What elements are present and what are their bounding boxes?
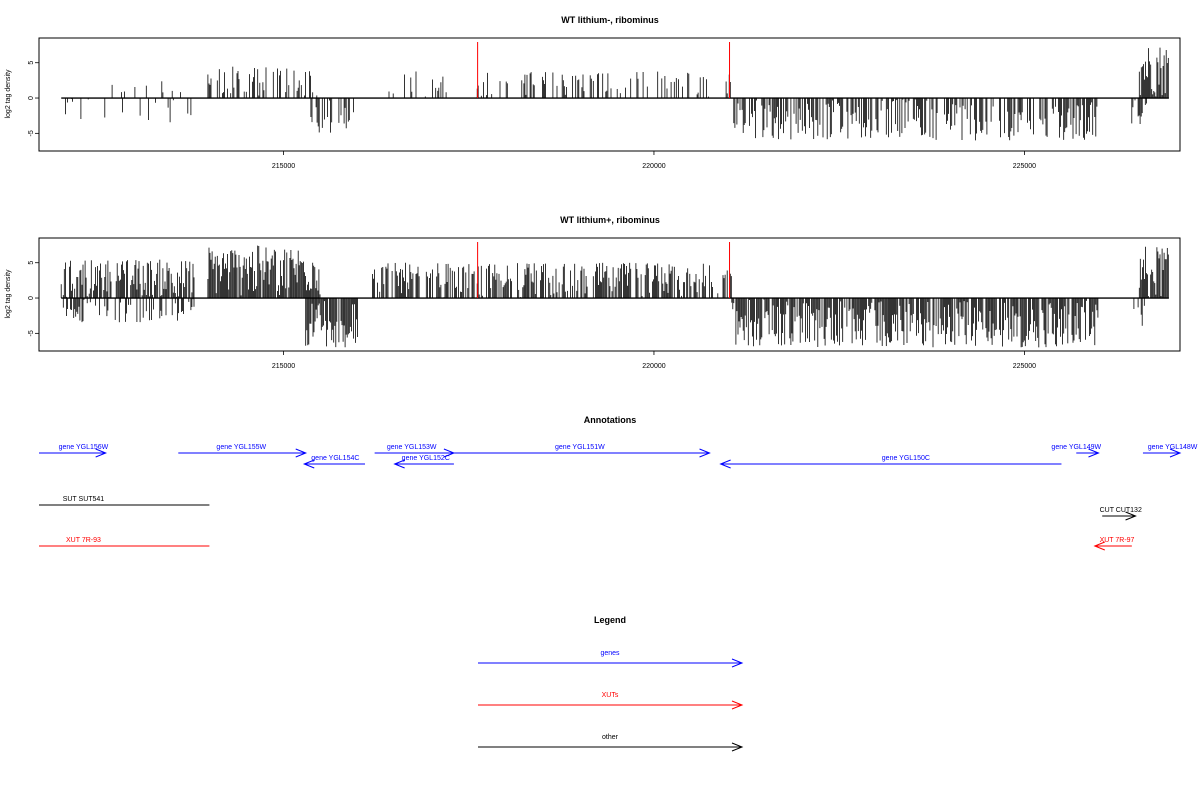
- arrowhead-right-icon: [95, 448, 108, 458]
- plot-frame: [38, 237, 1181, 352]
- feature-label: gene YGL154C: [311, 455, 359, 462]
- signal-bars: [61, 42, 1169, 141]
- arrowhead-right-icon: [731, 658, 744, 668]
- annotations-title: Annotations: [584, 415, 637, 425]
- y-tick-label: 0: [28, 96, 35, 100]
- feature-gene: gene YGL148W: [1142, 444, 1198, 458]
- feature-other: SUT SUT541: [39, 496, 210, 506]
- feature-other: CUT CUT132: [1100, 507, 1142, 521]
- feature-label: gene YGL155W: [216, 444, 266, 451]
- legend-item-other: other: [478, 734, 744, 752]
- legend-title: Legend: [594, 615, 626, 625]
- panel-title: WT lithium+, ribominus: [560, 215, 660, 225]
- arrowhead-left-icon: [393, 459, 405, 469]
- arrowhead-right-icon: [699, 448, 711, 458]
- arrowhead-right-icon: [1088, 448, 1100, 458]
- feature-gene: gene YGL154C: [302, 455, 365, 469]
- track-panel-lithium-plus: WT lithium+, ribominus log2 tag density …: [5, 215, 1181, 370]
- arrowhead-right-icon: [731, 700, 744, 710]
- feature-gene: gene YGL152C: [393, 455, 454, 469]
- axes: -5 0 5 215000 220000 225000: [28, 61, 1036, 170]
- feature-xut: XUT 7R-97: [1093, 537, 1135, 551]
- axes: -5 0 5 215000 220000 225000: [28, 261, 1036, 370]
- feature-label: gene YGL148W: [1148, 444, 1198, 451]
- feature-gene: gene YGL151W: [453, 444, 711, 458]
- feature-label: gene YGL156W: [59, 444, 109, 451]
- feature-label: XUT 7R-93: [66, 537, 101, 544]
- y-tick-label: -5: [28, 330, 35, 336]
- feature-label: gene YGL150C: [882, 455, 930, 462]
- arrowhead-right-icon: [731, 742, 744, 752]
- y-axis-label: log2 tag density: [5, 69, 12, 119]
- feature-label: SUT SUT541: [63, 496, 105, 503]
- legend-items: genes XUTs other: [478, 650, 744, 752]
- feature-gene: gene YGL150C: [719, 455, 1062, 469]
- arrowhead-left-icon: [1093, 541, 1105, 551]
- plot-frame: [38, 37, 1181, 152]
- x-tick-label: 215000: [272, 163, 295, 170]
- feature-list: gene YGL156W gene YGL155W gene YGL154C gene…: [39, 444, 1198, 551]
- signal-bars: [60, 242, 1169, 348]
- feature-label: gene YGL151W: [555, 444, 605, 451]
- y-axis-label: log2 tag density: [5, 269, 12, 319]
- feature-gene: gene YGL156W: [39, 444, 109, 458]
- x-tick-label: 225000: [1013, 163, 1036, 170]
- legend-label: genes: [600, 650, 620, 657]
- arrowhead-right-icon: [295, 448, 308, 458]
- feature-label: gene YGL153W: [387, 444, 437, 451]
- feature-gene: gene YGL149W: [1051, 444, 1102, 458]
- x-tick-label: 220000: [642, 163, 665, 170]
- panel-title: WT lithium-, ribominus: [561, 15, 659, 25]
- legend: Legend genes XUTs other: [478, 615, 744, 752]
- x-tick-label: 215000: [272, 363, 295, 370]
- arrowhead-right-icon: [1169, 448, 1182, 458]
- feature-xut: XUT 7R-93: [39, 537, 210, 547]
- arrowhead-left-icon: [302, 459, 315, 469]
- feature-label: XUT 7R-97: [1100, 537, 1135, 544]
- legend-item-xut: XUTs: [478, 692, 744, 710]
- legend-label: other: [602, 734, 619, 741]
- feature-label: gene YGL149W: [1051, 444, 1101, 451]
- x-tick-label: 225000: [1013, 363, 1036, 370]
- y-tick-label: 5: [28, 61, 35, 65]
- arrowhead-left-icon: [719, 459, 731, 469]
- y-tick-label: 0: [28, 296, 35, 300]
- y-tick-label: -5: [28, 130, 35, 136]
- annotations-track: Annotations gene YGL156W gene YGL155Wgene…: [39, 415, 1198, 551]
- arrowhead-right-icon: [1125, 511, 1137, 521]
- feature-label: gene YGL152C: [402, 455, 450, 462]
- y-tick-label: 5: [28, 261, 35, 265]
- legend-item-gene: genes: [478, 650, 744, 668]
- feature-label: CUT CUT132: [1100, 507, 1142, 514]
- track-panel-lithium-minus: WT lithium-, ribominus log2 tag density …: [5, 15, 1181, 170]
- legend-label: XUTs: [602, 692, 619, 699]
- feature-gene: gene YGL155W: [178, 444, 308, 458]
- x-tick-label: 220000: [642, 363, 665, 370]
